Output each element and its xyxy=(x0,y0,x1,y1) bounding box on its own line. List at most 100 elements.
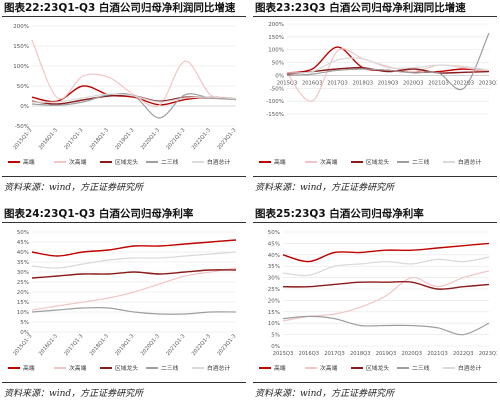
legend-label: 次高端 xyxy=(320,158,338,166)
series-line-1 xyxy=(286,48,490,102)
legend-label: 高端 xyxy=(23,364,35,372)
y-tick-label: 20% xyxy=(17,290,29,296)
x-tick-label: 2022Q1-3 xyxy=(191,333,212,357)
x-tick-label: 2015Q3 xyxy=(273,351,294,357)
source-note: 资料来源：wind，方正证券研究所 xyxy=(4,183,144,193)
x-tick-label: 2018Q1-3 xyxy=(89,127,110,151)
y-tick-label: 0% xyxy=(20,104,29,110)
series-line-1 xyxy=(282,270,490,322)
panel-title: 图表23:23Q3 白酒公司归母净利润同比增速 xyxy=(255,2,466,14)
series-line-4 xyxy=(286,57,490,74)
x-tick-label: 2019Q1-3 xyxy=(114,333,135,357)
x-tick-label: 2023Q1-3 xyxy=(216,127,237,151)
y-tick-label: 200% xyxy=(268,22,284,28)
x-tick-label: 2023Q3 xyxy=(479,80,497,86)
series-line-0 xyxy=(282,242,490,263)
title-divider xyxy=(2,222,246,223)
legend-label: 次高端 xyxy=(69,364,87,372)
x-tick-label: 2017Q3 xyxy=(324,351,345,357)
y-tick-label: 100% xyxy=(13,64,29,70)
y-tick-label: 10% xyxy=(17,310,29,316)
x-tick-label: 2021Q3 xyxy=(427,351,448,357)
x-tick-label: 2017Q3 xyxy=(327,80,348,86)
y-tick-label: 10% xyxy=(268,321,280,327)
y-tick-label: 0% xyxy=(275,73,284,79)
x-tick-label: 2019Q1-3 xyxy=(114,127,135,151)
source-divider xyxy=(253,382,497,383)
y-tick-label: 50% xyxy=(268,230,280,236)
x-tick-label: 2023Q3 xyxy=(479,351,497,357)
legend-label: 区域龙头 xyxy=(115,158,138,166)
line-chart-net-margin-ytd: 50%45%40%35%30%25%20%15%10%5%0%2015Q1-3 2… xyxy=(8,230,238,372)
y-tick-label: 35% xyxy=(268,264,280,270)
source-divider xyxy=(2,176,246,177)
x-tick-label: 2022Q3 xyxy=(453,80,474,86)
legend-label: 高端 xyxy=(23,158,35,166)
legend-label: 区域龙头 xyxy=(115,364,138,372)
y-tick-label: 15% xyxy=(268,310,280,316)
y-tick-label: -50% xyxy=(15,124,29,130)
y-tick-label: 40% xyxy=(17,250,29,256)
y-tick-label: 50% xyxy=(272,61,284,67)
y-tick-label: -50% xyxy=(270,86,284,92)
y-tick-label: 45% xyxy=(17,240,29,246)
y-tick-label: -100% xyxy=(266,99,284,105)
y-tick-label: 150% xyxy=(13,44,29,50)
y-tick-label: 5% xyxy=(271,333,280,339)
panel-net-margin-q3: 图表25:23Q3 白酒公司归母净利率 50% 45% 40% 35% 30% 25% 20… xyxy=(253,206,500,406)
line-chart-profit-growth-ytd: 200%150%100%50%0%-50%2015Q1-3 2016Q1-3 201… xyxy=(8,24,238,166)
y-tick-label: 35% xyxy=(17,260,29,266)
y-tick-label: 0% xyxy=(20,330,29,336)
series-line-3 xyxy=(286,32,490,91)
legend-label: 次高端 xyxy=(69,158,87,166)
x-tick-label: 2020Q1-3 xyxy=(140,127,161,151)
x-tick-label: 2020Q3 xyxy=(401,351,422,357)
series-line-2 xyxy=(31,269,237,279)
y-tick-label: 5% xyxy=(20,320,29,326)
series-line-0 xyxy=(31,239,237,257)
series-line-1 xyxy=(31,267,237,311)
y-tick-label: 25% xyxy=(268,287,280,293)
y-tick-label: 200% xyxy=(13,24,29,30)
x-tick-label: 2019Q3 xyxy=(376,351,397,357)
line-chart-net-margin-q3: 50% 45% 40% 35% 30% 25% 20% 15% 10% 5% 0%2015Q3 201… xyxy=(259,230,497,372)
title-divider xyxy=(253,222,497,223)
y-tick-label: 50% xyxy=(17,230,29,236)
x-tick-label: 2018Q1-3 xyxy=(89,333,110,357)
legend-label: 次高端 xyxy=(320,364,338,372)
y-tick-label: -150% xyxy=(266,112,284,118)
series-line-0 xyxy=(286,46,490,74)
x-tick-label: 2016Q3 xyxy=(302,80,323,86)
legend-label: 二三线 xyxy=(161,364,179,372)
x-tick-label: 2020Q3 xyxy=(403,80,424,86)
x-tick-label: 2019Q3 xyxy=(378,80,399,86)
panel-title: 图表25:23Q3 白酒公司归母净利率 xyxy=(255,208,424,220)
x-tick-label: 2016Q1-3 xyxy=(38,333,59,357)
source-divider xyxy=(253,176,497,177)
series-line-4 xyxy=(31,93,237,103)
y-tick-label: 25% xyxy=(17,280,29,286)
legend-label: 白酒总计 xyxy=(207,158,230,166)
legend-label: 区域龙头 xyxy=(366,364,389,372)
line-chart-profit-growth-q3: 200% 150% 100% 50% 0% -50% -100% -150% 2015Q3 201… xyxy=(259,22,497,166)
y-tick-label: 30% xyxy=(268,276,280,282)
source-note: 资料来源：wind，方正证券研究所 xyxy=(4,389,144,399)
x-tick-label: 2022Q3 xyxy=(453,351,474,357)
legend-label: 高端 xyxy=(274,158,286,166)
source-divider xyxy=(2,382,246,383)
x-tick-label: 2020Q1-3 xyxy=(140,333,161,357)
title-divider xyxy=(253,16,497,17)
source-note: 资料来源：wind，方正证券研究所 xyxy=(255,183,395,193)
legend-label: 白酒总计 xyxy=(207,364,230,372)
x-tick-label: 2021Q1-3 xyxy=(165,333,186,357)
series-line-2 xyxy=(286,66,490,75)
x-tick-label: 2015Q1-3 xyxy=(12,333,33,357)
x-tick-label: 2023Q1-3 xyxy=(216,333,237,357)
panel-net-margin-ytd: 图表24:23Q1-Q3 白酒公司归母净利率 50% 45% 40% 35% 30% 25… xyxy=(2,206,250,406)
y-tick-label: 150% xyxy=(268,35,284,41)
x-tick-label: 2022Q1-3 xyxy=(191,127,212,151)
panel-profit-growth-q3: 图表23:23Q3 白酒公司归母净利润同比增速 200% 150% 100% 50% 0… xyxy=(253,0,500,200)
legend-label: 白酒总计 xyxy=(458,364,481,372)
x-tick-label: 2018Q3 xyxy=(352,80,373,86)
y-tick-label: 50% xyxy=(17,84,29,90)
